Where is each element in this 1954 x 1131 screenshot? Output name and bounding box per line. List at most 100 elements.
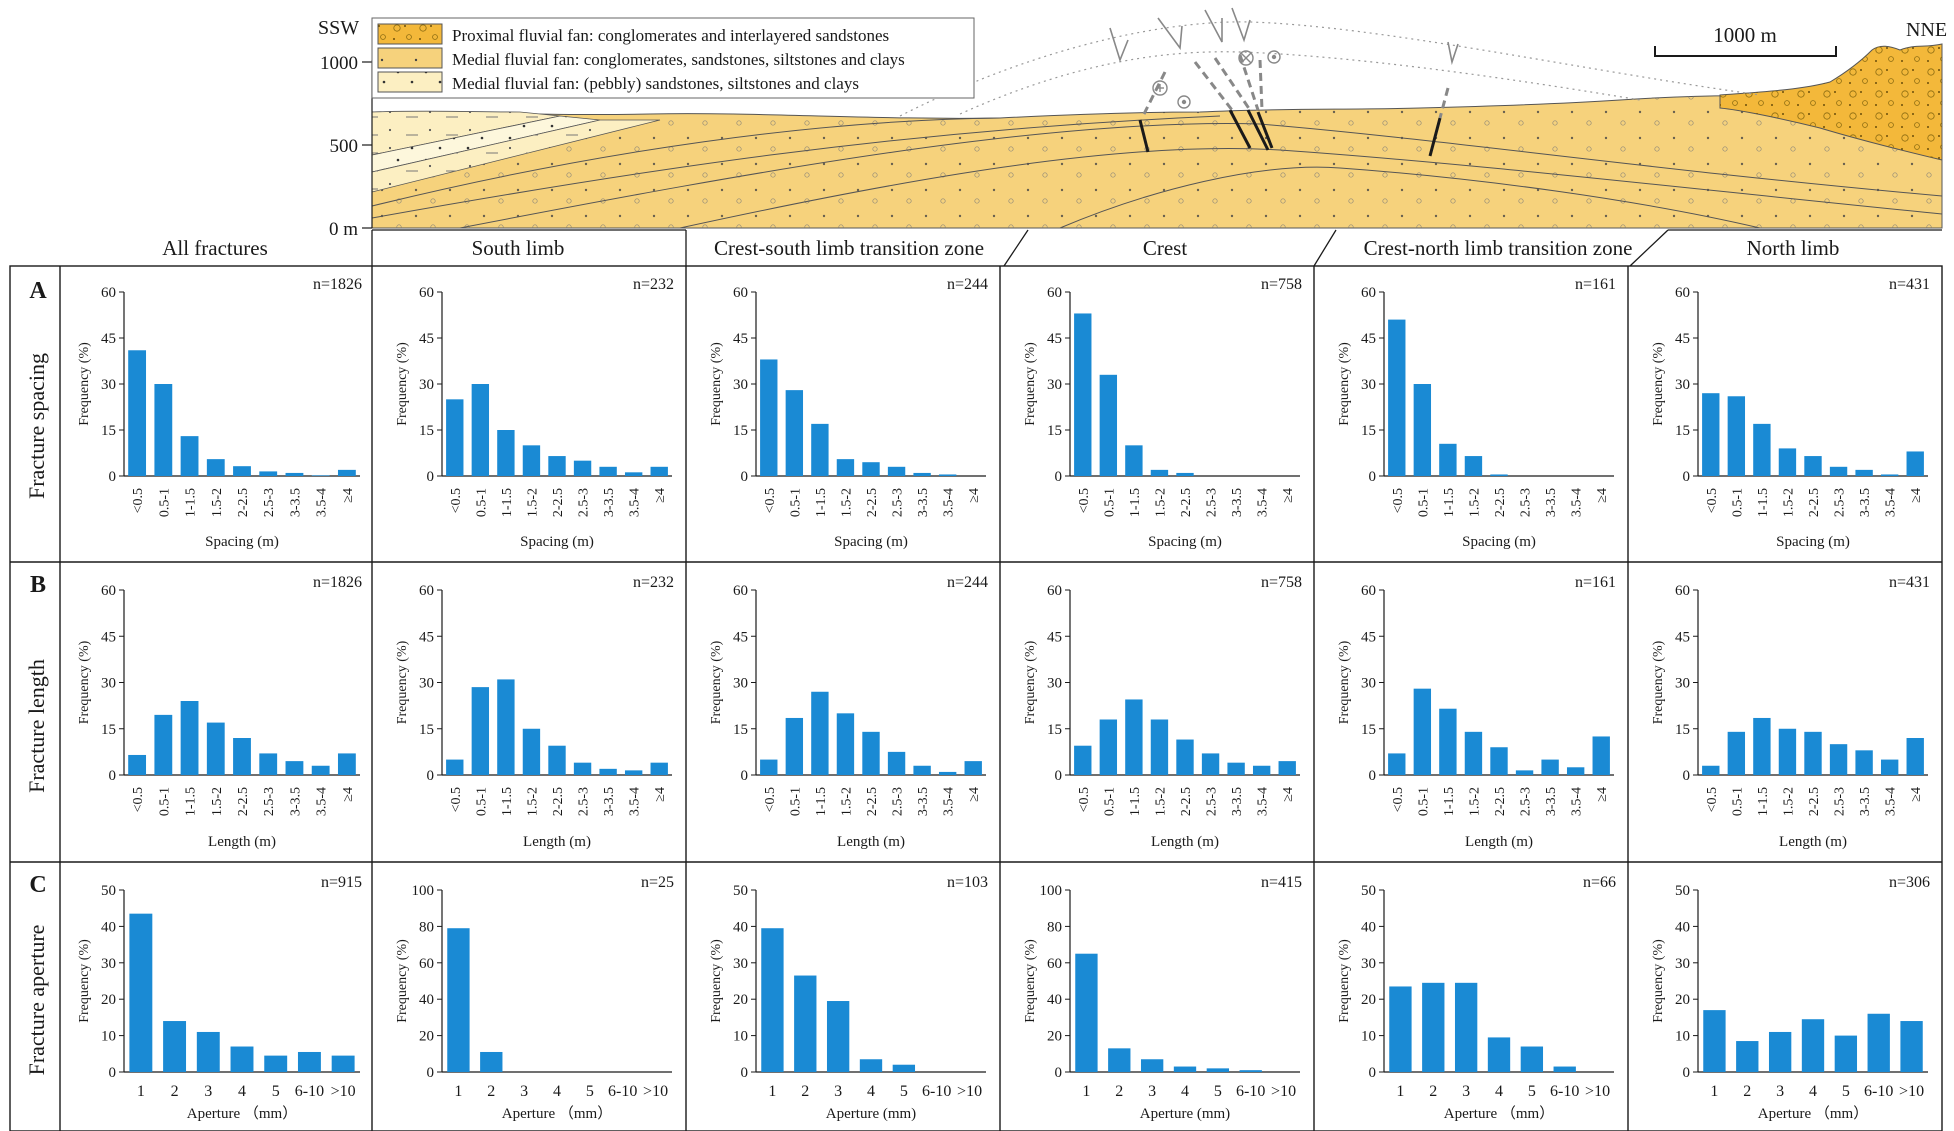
bar-2-2.5 — [1176, 739, 1194, 775]
bar-4 — [1173, 1066, 1197, 1072]
y-tick-label: 30 — [733, 377, 748, 393]
bar-≥4 — [337, 469, 356, 476]
x-tick-label: 2.5-3 — [891, 488, 906, 517]
bar-2.5-3 — [573, 460, 592, 476]
y-axis-label: Frequency (%) — [395, 939, 410, 1023]
bar-2 — [480, 1051, 503, 1072]
bar-3.5-4 — [1880, 759, 1899, 775]
bar-≥4 — [650, 762, 668, 775]
sample-count: n=103 — [947, 874, 988, 891]
zone-headers: All fractures South limb Crest-south lim… — [162, 229, 1942, 267]
x-tick-label: 1-1.5 — [500, 787, 515, 816]
y-tick-label: 0 — [109, 768, 117, 784]
y-tick-label: 60 — [733, 583, 748, 599]
y-tick-label: 40 — [1361, 919, 1376, 935]
bar-3-3.5 — [1541, 759, 1559, 775]
y-tick-label: 0 — [427, 1065, 435, 1081]
bar-≥4 — [1278, 761, 1296, 775]
x-tick-label: 1.5-2 — [839, 488, 854, 517]
sample-count: n=244 — [947, 276, 988, 293]
bar-3.5-4 — [1252, 765, 1271, 775]
x-tick-label: 3.5-4 — [1256, 787, 1271, 816]
bar-1-1.5 — [180, 436, 199, 476]
x-tick-label: 2-2.5 — [865, 488, 880, 517]
y-axis-label: Frequency (%) — [77, 640, 92, 724]
panel-c-1: 0 10 20 30 40 50 Frequency (%) 1 2 3 4 5 6-10 >10 Aper… — [77, 874, 362, 1122]
sample-count: n=161 — [1575, 574, 1616, 591]
x-axis-label: Aperture (mm) — [826, 1106, 916, 1122]
x-tick-label: 3.5-4 — [315, 488, 330, 517]
sample-count: n=415 — [1261, 874, 1302, 891]
x-tick-label: 2 — [1429, 1083, 1437, 1100]
x-tick-label: >10 — [643, 1083, 668, 1100]
sample-count: n=25 — [641, 874, 674, 891]
y-axis-label: Frequency (%) — [1023, 640, 1038, 724]
bar-1.5-2 — [1150, 469, 1169, 476]
bar-6-10 — [1239, 1070, 1262, 1072]
x-tick-label: 3-3.5 — [1544, 488, 1559, 517]
bar-2-2.5 — [1804, 731, 1822, 775]
sample-count: n=244 — [947, 574, 988, 591]
bar-3 — [1768, 1031, 1792, 1072]
sample-count: n=232 — [633, 276, 674, 293]
x-tick-label: 3-3.5 — [916, 787, 931, 816]
panel-a-2: 0 15 30 45 60 Frequency (%) <0.5 0.5-1 1-1.5 1.5-… — [395, 276, 674, 550]
y-tick-label: 0 — [1683, 1065, 1691, 1081]
sample-count: n=1826 — [313, 276, 362, 293]
bar-1-1.5 — [1753, 717, 1771, 775]
x-tick-label: 2.5-3 — [262, 488, 277, 517]
bar-3 — [196, 1031, 220, 1072]
x-axis-label: Aperture （mm） — [502, 1105, 612, 1122]
sample-count: n=66 — [1583, 874, 1616, 891]
row-label-aperture: Fracture aperture — [24, 925, 49, 1076]
y-axis-label: Frequency (%) — [77, 939, 92, 1023]
bar-2-2.5 — [1490, 747, 1508, 775]
x-tick-label: 3-3.5 — [288, 787, 303, 816]
y-tick-label: 60 — [1047, 956, 1062, 972]
bar-<0.5 — [128, 754, 147, 775]
x-tick-label: 3.5-4 — [315, 787, 330, 816]
x-tick-label: 0.5-1 — [1102, 488, 1117, 517]
y-tick-label: 0 — [1683, 768, 1691, 784]
y-tick-label: 60 — [733, 285, 748, 301]
bar-1.5-2 — [522, 445, 541, 476]
bar-0.5-1 — [154, 384, 173, 476]
bar-1.5-2 — [836, 713, 855, 775]
y-tick-label: 0 — [1369, 1065, 1377, 1081]
legend-label-proximal: Proximal fluvial fan: conglomerates and … — [452, 26, 889, 45]
bar-3.5-4 — [311, 475, 330, 476]
column-title-all: All fractures — [162, 236, 268, 260]
y-tick-label: 45 — [419, 629, 434, 645]
x-tick-label: 0.5-1 — [1416, 787, 1431, 816]
y-tick-label: 0 — [109, 1065, 117, 1081]
y-tick-label: 15 — [419, 722, 434, 738]
bar-2.5-3 — [1515, 770, 1534, 775]
x-tick-label: 1-1.5 — [1442, 787, 1457, 816]
bar-1-1.5 — [1125, 445, 1143, 476]
y-tick-label: 30 — [733, 676, 748, 692]
bar-3-3.5 — [913, 472, 931, 476]
x-tick-label: <0.5 — [1391, 488, 1406, 513]
x-tick-label: 2.5-3 — [1519, 488, 1534, 517]
bar-4 — [230, 1046, 254, 1072]
x-tick-label: 3-3.5 — [1230, 787, 1245, 816]
bar-1.5-2 — [522, 728, 541, 775]
bar-1.5-2 — [836, 459, 855, 476]
y-tick-label: 60 — [1047, 285, 1062, 301]
y-tick-label: 40 — [1047, 992, 1062, 1008]
x-tick-label: 2.5-3 — [1833, 787, 1848, 816]
x-tick-label: 6-10 — [608, 1083, 637, 1100]
bar-<0.5 — [760, 759, 778, 775]
bar-1-1.5 — [1439, 708, 1457, 775]
bar-2 — [1422, 982, 1445, 1072]
x-tick-label: ≥4 — [341, 488, 356, 503]
direction-ssw: SSW — [318, 17, 359, 39]
scale-bar-label: 1000 m — [1713, 23, 1777, 47]
bar-≥4 — [1592, 736, 1610, 775]
y-axis-label: Frequency (%) — [709, 342, 724, 426]
bar-6-10 — [297, 1051, 321, 1072]
x-tick-label: 3-3.5 — [1858, 787, 1873, 816]
section-eroded-envelope-inner — [959, 51, 1641, 115]
x-tick-label: 2.5-3 — [577, 787, 592, 816]
bar-3.5-4 — [624, 770, 643, 775]
